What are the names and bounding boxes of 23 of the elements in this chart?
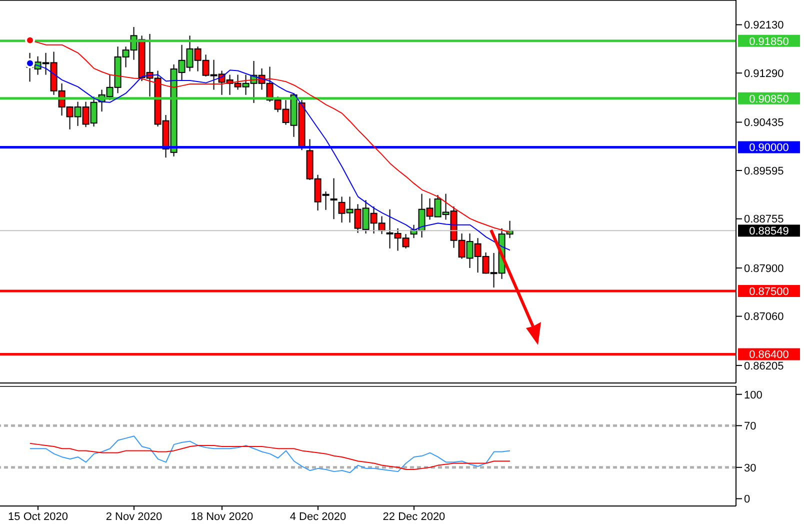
y-tick-label: 70 (744, 420, 756, 433)
y-tick-label: 0.89595 (744, 165, 784, 178)
x-tick-label: 18 Nov 2020 (190, 510, 254, 523)
ref-line-label: 0.88549 (749, 226, 789, 238)
x-tick-label: 15 Oct 2020 (8, 510, 68, 523)
ref-line-label: 0.87500 (749, 286, 789, 298)
y-tick-label: 0.91290 (744, 68, 784, 80)
x-tick-label: 4 Dec 2020 (290, 510, 346, 523)
x-tick-label: 2 Nov 2020 (106, 510, 162, 523)
x-tick-label: 22 Dec 2020 (382, 510, 446, 523)
y-tick-label: 0.88755 (744, 214, 784, 226)
y-tick-label: 0 (744, 494, 750, 506)
y-tick-label: 0.86205 (744, 360, 784, 372)
ref-line-label: 0.91850 (749, 36, 789, 48)
y-tick-label: 0.92130 (744, 20, 784, 32)
y-tick-label: 30 (744, 462, 756, 474)
y-tick-label: 0.87900 (744, 262, 784, 275)
y-tick-label: 0.87060 (744, 311, 784, 324)
y-tick-label: 0.90435 (744, 117, 784, 130)
ref-line-label: 0.86400 (749, 349, 789, 362)
y-tick-label: 100 (744, 389, 762, 402)
ref-line-label: 0.90850 (749, 93, 789, 106)
ref-line-label: 0.90000 (749, 142, 789, 154)
